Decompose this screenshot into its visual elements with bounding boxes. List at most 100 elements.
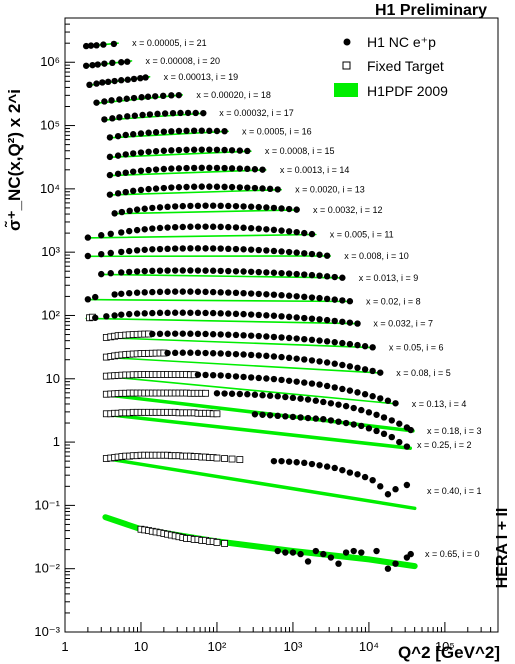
y-tick-label: 10²	[41, 307, 60, 322]
bin-label-9: x = 0.0032, i = 12	[313, 205, 383, 215]
h1-point	[225, 331, 232, 338]
h1-point	[86, 81, 93, 89]
h1-point	[126, 227, 133, 235]
h1-point	[114, 190, 122, 197]
h1-point	[263, 226, 270, 233]
h1-point	[342, 419, 350, 427]
h1-point	[100, 41, 107, 48]
h1-point	[240, 203, 247, 210]
h1-point	[263, 312, 270, 319]
h1-point	[106, 134, 114, 141]
h1-point	[377, 369, 384, 376]
h1-point	[122, 169, 129, 176]
h1-point	[82, 62, 90, 69]
h1-point	[133, 226, 141, 234]
h1-point	[184, 109, 192, 117]
h1-point	[247, 225, 255, 232]
h1-point	[198, 183, 205, 190]
h1-point	[316, 381, 323, 388]
h1-point	[285, 313, 293, 321]
h1-point	[93, 42, 100, 49]
h1-point	[274, 186, 281, 193]
h1-point	[312, 397, 320, 404]
h1-point	[209, 331, 217, 338]
h1-point	[194, 288, 202, 295]
h1-point	[361, 391, 369, 398]
h1-point	[225, 289, 232, 296]
h1-point	[164, 330, 171, 337]
h1-point	[221, 183, 228, 191]
h1-point	[209, 371, 217, 379]
y-tick-label: 10³	[41, 244, 60, 259]
h1-point	[263, 204, 270, 211]
h1-point	[202, 223, 209, 230]
h1-point	[236, 165, 244, 172]
h1-point	[259, 411, 266, 418]
h1-point	[187, 288, 194, 295]
bin-label-4: x = 0.00032, i = 17	[219, 108, 294, 118]
h1-point	[297, 550, 304, 558]
bin-label-12: x = 0.013, i = 9	[359, 273, 419, 283]
h1-point	[137, 130, 145, 137]
h1-point	[118, 77, 125, 84]
h1-point	[126, 289, 133, 297]
h1-point	[217, 202, 224, 210]
pdf-band-10	[85, 233, 317, 239]
bin-label-14: x = 0.032, i = 7	[373, 319, 433, 329]
h1-point	[293, 206, 300, 213]
h1-point	[164, 267, 171, 274]
h1-point	[358, 549, 365, 556]
h1-point	[251, 184, 259, 192]
h1-point	[247, 351, 255, 359]
h1-point	[106, 153, 114, 161]
h1-point	[156, 245, 164, 253]
h1-point	[145, 166, 152, 174]
h1-point	[183, 183, 190, 191]
h1-point	[308, 357, 316, 364]
h1-point	[145, 185, 152, 193]
h1-point	[190, 183, 198, 190]
h1-point	[217, 331, 224, 338]
h1-point	[93, 99, 100, 106]
bin-label-5: x = 0.0005, i = 16	[242, 126, 312, 136]
h1-point	[365, 409, 373, 416]
h1-point	[106, 171, 114, 179]
h1-point	[247, 311, 255, 318]
h1-point	[388, 417, 395, 424]
h1-point	[392, 400, 399, 407]
h1-point	[200, 109, 207, 117]
h1-point	[202, 245, 209, 252]
h1-point	[198, 146, 205, 153]
y-tick-label: 10⁶	[40, 54, 60, 69]
h1-point	[124, 76, 131, 83]
h1-point	[84, 296, 92, 303]
h1-point	[183, 146, 190, 154]
h1-point	[213, 390, 221, 397]
h1-point	[369, 367, 376, 375]
h1-point	[293, 293, 300, 300]
h1-point	[266, 392, 274, 399]
h1-point	[384, 565, 392, 572]
h1-point	[109, 59, 116, 67]
h1-point	[293, 270, 300, 278]
h1-point	[335, 418, 342, 425]
h1-point	[156, 224, 164, 232]
bin-label-21: x = 0.65, i = 0	[425, 549, 480, 559]
h1-point	[335, 560, 342, 567]
h1-point	[138, 94, 145, 101]
h1-point	[308, 230, 316, 238]
h1-point	[101, 60, 108, 67]
h1-point	[232, 350, 240, 358]
h1-point	[198, 164, 205, 172]
h1-point	[232, 245, 240, 253]
h1-point	[82, 42, 90, 50]
h1-point	[361, 343, 369, 350]
h1-point	[149, 225, 156, 232]
h1-point	[331, 273, 338, 281]
h1-point	[171, 223, 179, 231]
h1-point	[407, 550, 414, 558]
h1-point	[101, 98, 108, 105]
h1-point	[111, 77, 118, 85]
h1-point	[247, 332, 255, 339]
h1-point	[141, 267, 148, 275]
